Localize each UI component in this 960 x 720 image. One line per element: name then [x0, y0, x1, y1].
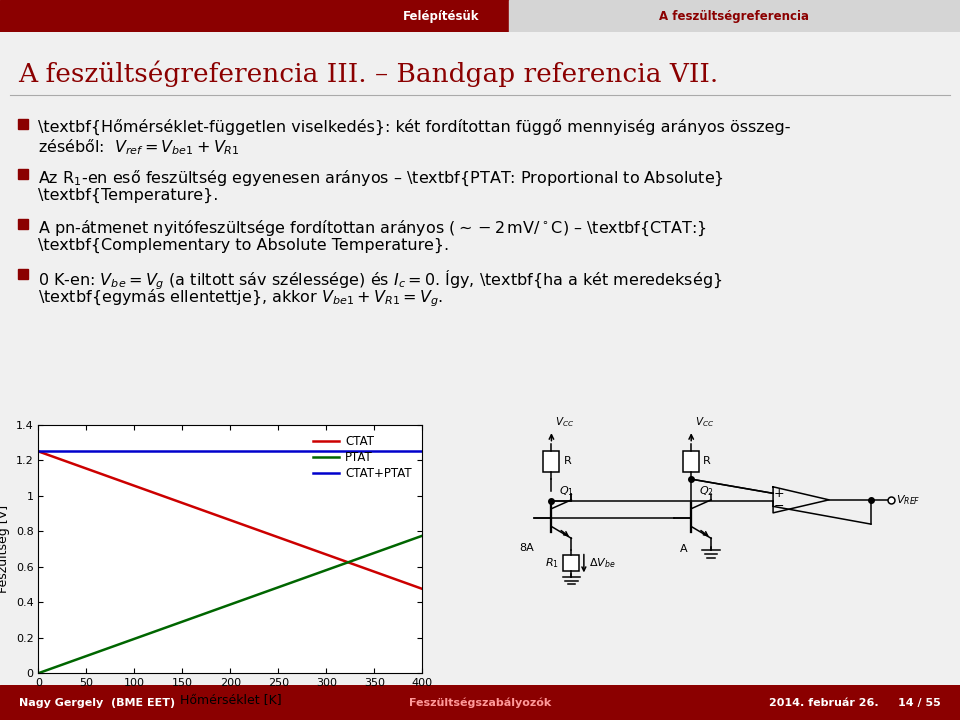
Text: Az $\mathrm{R_1}$-en eső feszültség egyenesen arányos – \textbf{PTAT: Proportion: Az $\mathrm{R_1}$-en eső feszültség egye… [38, 168, 724, 188]
Text: R: R [564, 456, 571, 467]
Text: $V_{CC}$: $V_{CC}$ [556, 415, 575, 429]
Legend: CTAT, PTAT, CTAT+PTAT: CTAT, PTAT, CTAT+PTAT [308, 431, 417, 485]
Bar [543, 451, 560, 472]
Text: +: + [774, 487, 784, 500]
Bar [18, 220, 28, 230]
Bar [564, 556, 580, 572]
Text: \textbf{Hőmérséklet-független viselkedés}: két fordítottan függő mennyiség arány: \textbf{Hőmérséklet-független viselkedés… [38, 118, 790, 135]
Text: 2014. február 26.     14 / 55: 2014. február 26. 14 / 55 [769, 698, 941, 708]
Text: A feszültségreferencia III. – Bandgap referencia VII.: A feszültségreferencia III. – Bandgap re… [18, 60, 718, 87]
Bar [684, 451, 699, 472]
Text: $\Delta V_{be}$: $\Delta V_{be}$ [588, 557, 615, 570]
Text: 0 K-en: $V_{be} = V_g$ (a tiltott sáv szélessége) és $I_c = 0$. Így, \textbf{ha : 0 K-en: $V_{be} = V_g$ (a tiltott sáv sz… [38, 269, 722, 292]
Text: \textbf{egymás ellentettje}, akkor $V_{be1} + V_{R1} = V_g$.: \textbf{egymás ellentettje}, akkor $V_{b… [38, 287, 444, 309]
Text: A pn-átmenet nyitófeszültsége fordítottan arányos ($\sim -2\,\mathrm{mV}/^\circ\: A pn-átmenet nyitófeszültsége fordította… [38, 218, 707, 238]
Text: R: R [703, 456, 711, 467]
Text: Nagy Gergely  (BME EET): Nagy Gergely (BME EET) [19, 698, 176, 708]
Y-axis label: Feszültség [V]: Feszültség [V] [0, 505, 11, 593]
Bar [18, 269, 28, 279]
Bar [18, 169, 28, 179]
X-axis label: Hőmérséklet [K]: Hőmérséklet [K] [180, 693, 281, 706]
Text: Felépítésük: Felépítésük [403, 9, 480, 23]
Text: Feszültségszabályozók: Feszültségszabályozók [409, 698, 551, 708]
Text: A feszültségreferencia: A feszültségreferencia [660, 9, 809, 23]
Text: $R_1$: $R_1$ [545, 557, 560, 570]
Text: \textbf{Temperature}.: \textbf{Temperature}. [38, 187, 218, 202]
Text: zéséből:  $V_{ref} = V_{be1} + V_{R1}$: zéséből: $V_{ref} = V_{be1} + V_{R1}$ [38, 138, 240, 157]
Text: −: − [774, 500, 784, 513]
Text: $Q_1$: $Q_1$ [559, 485, 574, 498]
Text: $Q_2$: $Q_2$ [699, 485, 713, 498]
Bar [18, 120, 28, 130]
Bar [509, 0, 960, 32]
Text: $V_{CC}$: $V_{CC}$ [695, 415, 714, 429]
Text: A: A [680, 544, 687, 554]
Text: $V_{REF}$: $V_{REF}$ [896, 493, 921, 507]
Text: \textbf{Complementary to Absolute Temperature}.: \textbf{Complementary to Absolute Temper… [38, 238, 449, 253]
Text: 8A: 8A [519, 543, 534, 553]
